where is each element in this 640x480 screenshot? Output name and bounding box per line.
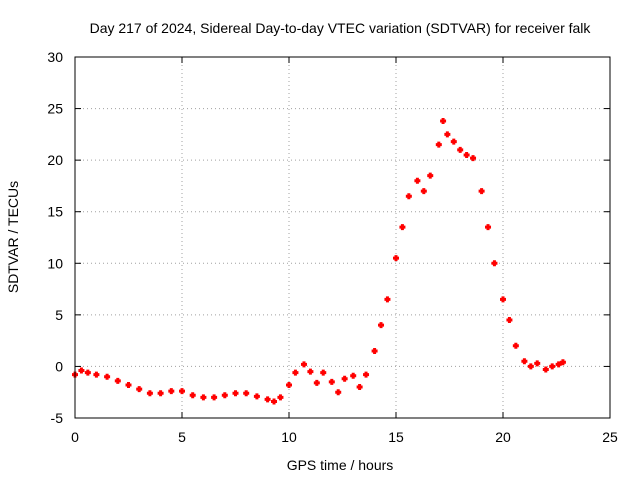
data-point: [211, 394, 218, 401]
data-point: [350, 372, 357, 379]
data-point: [444, 131, 451, 138]
data-point: [470, 155, 477, 162]
ticks: [74, 56, 611, 419]
data-point: [328, 378, 335, 385]
data-point: [405, 193, 412, 200]
y-tick-label: 15: [47, 204, 63, 220]
data-point: [427, 172, 434, 179]
data-point: [84, 369, 91, 376]
data-point: [399, 224, 406, 231]
data-point: [500, 296, 506, 303]
data-point: [420, 188, 427, 195]
data-point: [435, 141, 442, 148]
data-point: [300, 361, 307, 368]
data-layer: [72, 117, 566, 405]
data-point: [277, 394, 284, 401]
data-point: [179, 388, 185, 395]
x-tick-label: 15: [388, 429, 404, 445]
y-tick-label: -5: [51, 410, 64, 426]
data-point: [292, 369, 299, 376]
data-point: [189, 392, 196, 399]
data-point: [521, 358, 528, 365]
data-point: [93, 371, 100, 378]
plot-frame: [74, 56, 611, 419]
y-tick-label: 25: [47, 101, 63, 117]
data-point: [320, 369, 327, 376]
data-point: [157, 390, 164, 397]
data-point: [512, 342, 519, 349]
y-tick-label: 30: [47, 49, 63, 65]
x-tick-label: 5: [178, 429, 186, 445]
data-point: [378, 322, 385, 329]
data-point: [450, 138, 457, 145]
data-point: [221, 392, 228, 399]
data-point: [104, 373, 111, 380]
data-point: [414, 177, 421, 184]
x-tick-label: 10: [281, 429, 297, 445]
data-point: [363, 371, 370, 378]
data-point: [542, 366, 549, 373]
data-point: [146, 390, 153, 397]
data-point: [555, 361, 562, 368]
chart-title: Day 217 of 2024, Sidereal Day-to-day VTE…: [90, 20, 592, 36]
x-axis-label: GPS time / hours: [287, 457, 394, 473]
data-point: [168, 388, 175, 395]
data-point: [485, 224, 492, 231]
x-tick-label: 25: [602, 429, 618, 445]
data-point: [341, 375, 348, 382]
data-point: [136, 386, 143, 393]
data-point: [313, 379, 320, 386]
data-point: [527, 363, 534, 370]
x-tick-label: 20: [495, 429, 511, 445]
data-point: [534, 360, 541, 367]
y-tick-label: 10: [47, 255, 63, 271]
data-point: [243, 390, 250, 397]
data-point: [440, 117, 447, 124]
y-tick-label: 0: [55, 358, 63, 374]
y-axis-label: SDTVAR / TECUs: [5, 181, 21, 293]
data-point: [271, 398, 278, 405]
data-point: [457, 146, 464, 153]
data-point: [478, 188, 485, 195]
tick-labels: 0 5 10 15 20 25 -5 0 5 10 15 20 25 30: [47, 49, 618, 445]
data-point: [506, 317, 513, 324]
data-point: [286, 381, 292, 388]
data-point: [307, 368, 314, 375]
data-point: [125, 381, 132, 388]
grid: [75, 57, 610, 418]
data-point: [114, 377, 121, 384]
data-point: [491, 260, 498, 267]
data-point: [384, 296, 391, 303]
data-point: [463, 151, 470, 158]
y-tick-label: 20: [47, 152, 63, 168]
data-point: [253, 393, 260, 400]
data-point: [371, 347, 378, 354]
data-point: [356, 384, 363, 391]
y-tick-label: 5: [55, 307, 63, 323]
data-point: [335, 389, 342, 396]
data-point: [559, 359, 566, 366]
data-point: [232, 390, 239, 397]
x-tick-label: 0: [71, 429, 79, 445]
data-point: [78, 367, 85, 374]
data-point: [200, 394, 207, 401]
data-point: [393, 255, 399, 262]
data-point: [264, 396, 271, 403]
data-point: [549, 363, 556, 370]
